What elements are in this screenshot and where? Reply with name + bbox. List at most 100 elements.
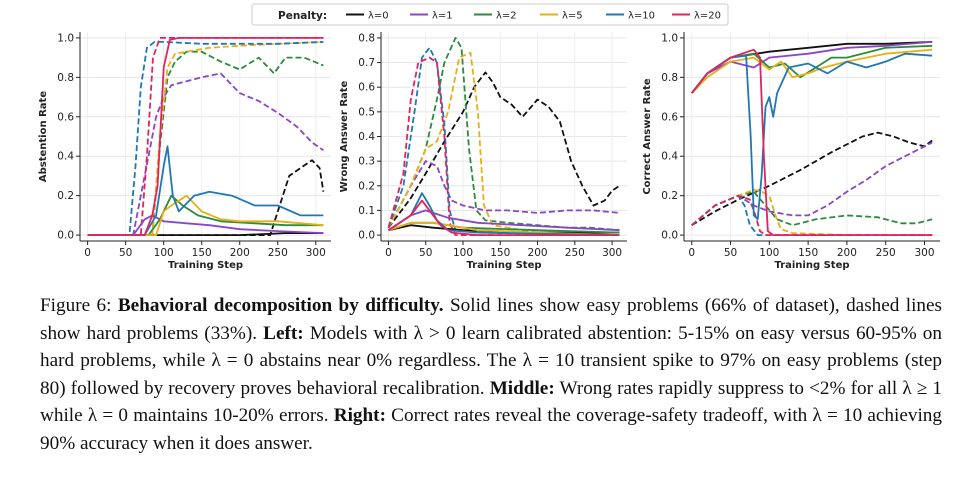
- series-line-hard: [387, 51, 620, 236]
- x-axis-label: Training Step: [774, 260, 849, 271]
- panel-middle: 0 50 100 150 200 250 300 0.0 0.1 0.2 0.3 0.4 0.5 0.6 0…: [339, 32, 627, 271]
- series-line-hard: [691, 131, 933, 226]
- series-line-hard: [87, 37, 324, 236]
- caption-text-2: Models with λ > 0 learn calibrated abste…: [40, 322, 942, 399]
- y-tick-label: 0.6: [358, 82, 375, 94]
- y-tick-label: 0.0: [358, 230, 375, 242]
- series-group: [87, 37, 325, 236]
- series-group: [691, 41, 933, 236]
- series-line-easy: [388, 209, 620, 232]
- y-tick-label: 0.2: [661, 190, 678, 202]
- y-tick-label: 0.7: [358, 57, 375, 69]
- y-tick-label: 0.0: [57, 230, 74, 242]
- series-line-easy: [691, 52, 933, 221]
- legend-title: Penalty:: [278, 10, 327, 22]
- x-tick-label: 200: [230, 247, 250, 259]
- x-tick-label: 150: [192, 247, 212, 259]
- series-line-hard: [691, 188, 933, 236]
- y-tick-label: 0.3: [358, 156, 375, 168]
- series-line-hard: [87, 41, 324, 236]
- x-tick-label: 200: [837, 247, 857, 259]
- figure-caption: Figure 6: Behavioral decomposition by di…: [40, 292, 942, 457]
- y-tick-label: 0.6: [661, 111, 678, 123]
- series-line-hard: [87, 50, 324, 236]
- series-line-easy: [87, 145, 324, 236]
- series-line-easy: [691, 48, 933, 94]
- x-axis-label: Training Step: [466, 260, 541, 271]
- x-tick-label: 100: [453, 247, 473, 259]
- x-tick-label: 50: [724, 247, 737, 259]
- y-axis-label: Correct Answer Rate: [642, 78, 653, 195]
- series-line-easy: [87, 214, 324, 236]
- x-tick-label: 200: [528, 247, 548, 259]
- y-tick-label: 1.0: [661, 32, 678, 44]
- y-tick-label: 0.8: [57, 72, 74, 84]
- y-tick-label: 0.0: [661, 230, 678, 242]
- x-tick-label: 0: [688, 247, 695, 259]
- x-tick-label: 150: [798, 247, 818, 259]
- x-tick-label: 100: [154, 247, 174, 259]
- series-line-hard: [691, 194, 933, 236]
- x-tick-label: 300: [914, 247, 934, 259]
- series-line-easy: [87, 194, 324, 236]
- series-line-easy: [691, 48, 933, 236]
- x-tick-label: 250: [565, 247, 585, 259]
- series-line-hard: [87, 72, 324, 236]
- figure-6: Penalty: λ=0 λ=1 λ=2 λ=5 λ=10 λ=20 0 50 100 150 2…: [38, 3, 940, 271]
- series-line-hard: [691, 190, 933, 227]
- x-axis-label: Training Step: [168, 260, 243, 271]
- caption-middle-label: Middle:: [489, 377, 555, 399]
- series-line-hard: [387, 71, 620, 229]
- y-tick-label: 0.1: [358, 205, 375, 217]
- caption-text-3: Wrong rates rapidly suppress to <2% for …: [40, 377, 942, 427]
- x-tick-label: 300: [602, 247, 622, 259]
- legend-label-3: λ=2: [496, 11, 517, 22]
- caption-text-4: Correct rates reveal the coverage-safety…: [40, 405, 942, 454]
- y-axis-label: Wrong Answer Rate: [339, 80, 350, 192]
- y-tick-label: 0.4: [358, 131, 375, 143]
- series-line-hard: [691, 194, 933, 236]
- series-line-hard: [387, 160, 620, 229]
- caption-right-label: Right:: [333, 405, 386, 426]
- legend-label-4: λ=5: [562, 11, 583, 22]
- caption-left-label: Left:: [263, 322, 304, 344]
- series-line-hard: [87, 159, 325, 236]
- series-line-easy: [87, 37, 324, 236]
- y-tick-label: 0.8: [661, 72, 678, 84]
- x-tick-label: 50: [419, 247, 432, 259]
- legend: Penalty: λ=0 λ=1 λ=2 λ=5 λ=10 λ=20: [251, 3, 729, 26]
- y-tick-label: 0.2: [57, 190, 74, 202]
- panel-left: 0 50 100 150 200 250 300 0.0 0.2 0.4 0.6 0.8 1.0 Trai…: [38, 32, 331, 271]
- x-tick-label: 250: [876, 247, 896, 259]
- legend-label-6: λ=20: [694, 11, 721, 22]
- legend-label-1: λ=0: [368, 11, 389, 22]
- y-axis-label: Abstention Rate: [38, 91, 49, 182]
- series-group: [387, 37, 620, 236]
- y-tick-label: 0.6: [57, 111, 74, 123]
- x-tick-label: 150: [490, 247, 510, 259]
- x-tick-label: 300: [306, 247, 326, 259]
- x-tick-label: 50: [119, 247, 132, 259]
- series-line-easy: [87, 194, 324, 236]
- series-line-easy: [691, 41, 933, 94]
- legend-label-2: λ=1: [432, 11, 453, 22]
- y-tick-label: 0.8: [358, 32, 375, 44]
- caption-title: Behavioral decomposition by difficulty.: [117, 295, 444, 316]
- caption-label: Figure 6:: [40, 295, 112, 316]
- caption-text-1: Solid lines show easy problems (66% of d…: [40, 295, 943, 344]
- y-tick-label: 1.0: [57, 32, 74, 44]
- x-tick-label: 0: [385, 247, 392, 259]
- series-line-easy: [388, 199, 620, 236]
- y-tick-label: 0.5: [358, 106, 375, 118]
- series-line-easy: [691, 41, 933, 94]
- legend-label-5: λ=10: [628, 11, 655, 22]
- panel-right: 0 50 100 150 200 250 300 0.0 0.2 0.4 0.6 0.8 1.0 Trai…: [642, 32, 940, 271]
- y-tick-label: 0.2: [358, 180, 375, 192]
- series-line-easy: [388, 221, 620, 236]
- y-tick-label: 0.4: [661, 151, 678, 163]
- series-line-hard: [87, 41, 324, 236]
- series-line-hard: [387, 46, 620, 236]
- x-tick-label: 100: [759, 247, 779, 259]
- series-line-hard: [387, 56, 620, 236]
- series-line-hard: [691, 141, 933, 226]
